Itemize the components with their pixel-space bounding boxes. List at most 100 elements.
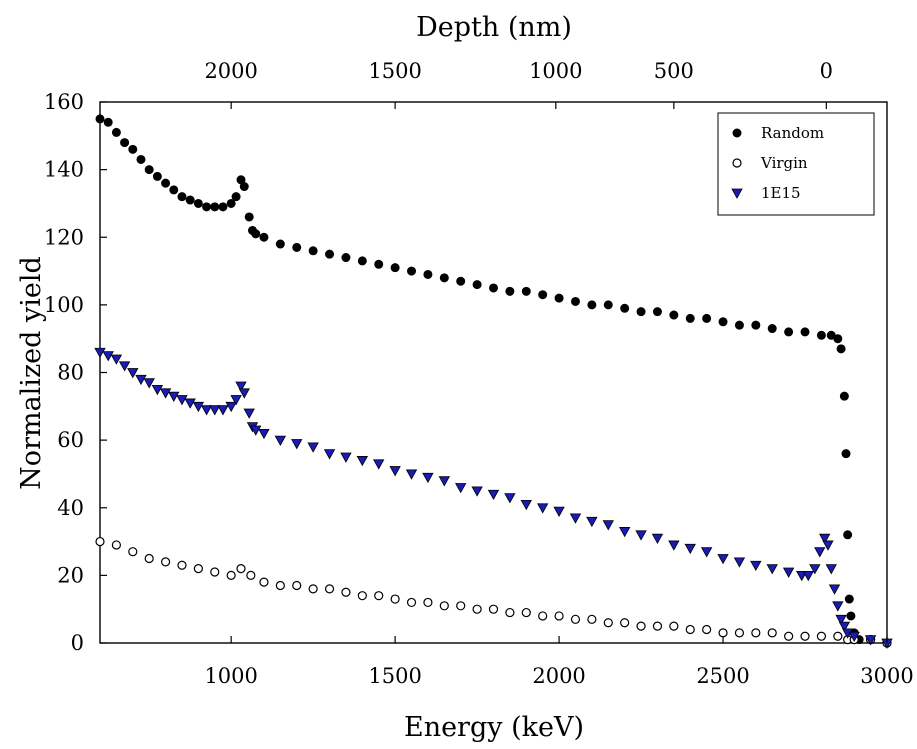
- data-point: [308, 584, 318, 594]
- data-point: [259, 577, 269, 587]
- top-tick-label: 0: [820, 59, 833, 83]
- data-point: [767, 324, 777, 334]
- data-point: [374, 591, 384, 601]
- x-tick-label: 2000: [532, 664, 585, 688]
- data-point: [456, 276, 466, 286]
- data-point: [406, 597, 417, 608]
- data-point: [569, 513, 582, 524]
- data-point: [390, 263, 400, 273]
- data-point: [275, 239, 285, 249]
- data-point: [193, 564, 203, 574]
- data-point: [718, 628, 728, 638]
- data-point: [734, 628, 745, 638]
- data-point: [733, 557, 746, 568]
- data-point: [251, 229, 261, 239]
- data-point: [177, 192, 187, 202]
- data-point: [274, 435, 287, 446]
- data-point: [151, 385, 164, 396]
- legend-label: Virgin: [760, 154, 808, 172]
- data-point: [200, 405, 213, 416]
- data-point: [620, 618, 630, 628]
- data-point: [839, 391, 849, 401]
- data-point: [94, 347, 106, 359]
- data-point: [750, 560, 762, 572]
- data-point: [259, 232, 269, 242]
- data-point: [635, 530, 647, 541]
- data-point: [324, 584, 335, 594]
- data-point: [504, 493, 516, 504]
- data-point: [341, 587, 351, 597]
- top-axis-title: Depth (nm): [416, 12, 572, 43]
- data-point: [103, 117, 113, 127]
- data-point: [685, 313, 695, 323]
- data-point: [374, 259, 384, 269]
- data-point: [505, 286, 515, 296]
- x-tick-label: 3000: [860, 664, 913, 688]
- data-point: [250, 425, 262, 436]
- data-point: [340, 452, 352, 463]
- data-point: [357, 591, 367, 601]
- data-point: [618, 527, 631, 538]
- data-point: [244, 212, 254, 222]
- data-point: [603, 618, 613, 628]
- data-point: [389, 466, 401, 477]
- y-tick-label: 140: [44, 158, 84, 182]
- data-point: [439, 273, 449, 283]
- data-point: [128, 547, 138, 557]
- top-tick-label: 500: [654, 59, 694, 83]
- data-point: [291, 439, 303, 450]
- data-point: [685, 624, 695, 635]
- data-point: [193, 198, 203, 208]
- data-point: [236, 564, 246, 574]
- y-tick-label: 40: [57, 496, 84, 520]
- data-point: [118, 361, 131, 372]
- data-point: [587, 614, 597, 624]
- data-point: [816, 631, 827, 641]
- data-point: [835, 614, 847, 626]
- data-point: [784, 631, 794, 641]
- data-point: [570, 614, 581, 624]
- y-tick-label: 60: [57, 428, 84, 452]
- data-point: [652, 621, 663, 631]
- data-point: [210, 567, 220, 577]
- data-point: [144, 553, 154, 564]
- data-point: [159, 388, 172, 399]
- legend-label: Random: [761, 124, 824, 142]
- data-point: [235, 381, 247, 392]
- data-point: [102, 351, 114, 362]
- data-point: [292, 242, 302, 252]
- data-point: [307, 442, 319, 453]
- data-point: [120, 138, 130, 148]
- data-point: [570, 296, 580, 306]
- data-point: [838, 621, 851, 632]
- data-point: [521, 286, 531, 296]
- data-point: [684, 543, 696, 555]
- data-point: [423, 597, 433, 608]
- data-point: [373, 459, 385, 470]
- data-point: [111, 127, 121, 137]
- y-tick-label: 80: [57, 361, 84, 385]
- top-tick-label: 1000: [529, 59, 582, 83]
- data-point: [439, 601, 449, 611]
- top-tick-label: 2000: [204, 59, 257, 83]
- x-axis-title: Energy (keV): [404, 712, 584, 743]
- data-point: [209, 405, 221, 416]
- data-point: [538, 611, 548, 621]
- data-point: [168, 391, 180, 402]
- x-tick-label: 2500: [696, 664, 749, 688]
- data-point: [185, 195, 195, 205]
- data-point: [553, 506, 565, 517]
- series-random: [95, 114, 892, 648]
- data-point: [258, 428, 270, 440]
- data-point: [472, 280, 482, 290]
- data-point: [668, 540, 680, 551]
- data-point: [819, 533, 831, 545]
- legend-label: 1E15: [761, 184, 801, 202]
- data-point: [833, 631, 843, 641]
- legend: Random Virgin 1E15: [717, 112, 875, 216]
- data-point: [128, 144, 138, 154]
- data-point: [472, 604, 482, 614]
- data-point: [246, 570, 256, 580]
- x-tick-label: 1500: [368, 664, 421, 688]
